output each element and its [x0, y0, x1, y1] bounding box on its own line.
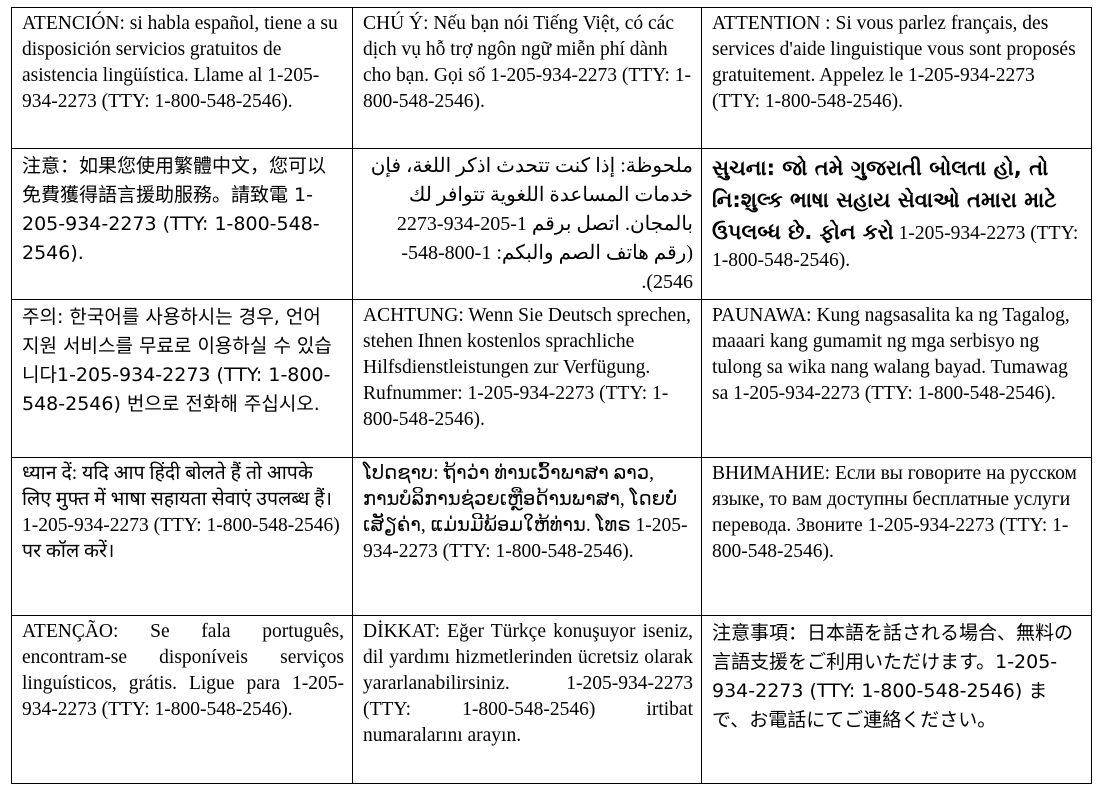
- notice-lao: ໂປດຊາບ: ຖ້າວ່າ ທ່ານເວົ້າພາສາ ລາວ, ການບໍລ…: [352, 457, 702, 616]
- notice-gujarati: સુચના: જો તમે ગુજરાતી બોલતા હો, તો નિ:શુ…: [701, 148, 1092, 300]
- notice-turkish: DİKKAT: Eğer Türkçe konuşuyor iseniz, di…: [352, 615, 702, 784]
- notice-german: ACHTUNG: Wenn Sie Deutsch sprechen, steh…: [352, 299, 702, 458]
- notice-spanish: ATENCIÓN: si habla español, tiene a su d…: [11, 7, 353, 149]
- table-row: ATENÇÃO: Se fala português, encontram-se…: [11, 615, 1092, 784]
- table-row: ATENCIÓN: si habla español, tiene a su d…: [11, 7, 1092, 149]
- table-row: 주의: 한국어를 사용하시는 경우, 언어 지원 서비스를 무료로 이용하실 수…: [11, 299, 1092, 458]
- notice-russian: ВНИМАНИЕ: Если вы говорите на русском яз…: [701, 457, 1092, 616]
- notice-vietnamese: CHÚ Ý: Nếu bạn nói Tiếng Việt, có các dị…: [352, 7, 702, 149]
- notice-chinese: 注意：如果您使用繁體中文，您可以免費獲得語言援助服務。請致電 1-205-934…: [11, 148, 353, 300]
- notice-hindi: ध्यान दें: यदि आप हिंदी बोलते हैं तो आपक…: [11, 457, 353, 616]
- table-row: ध्यान दें: यदि आप हिंदी बोलते हैं तो आपक…: [11, 457, 1092, 616]
- notice-korean: 주의: 한국어를 사용하시는 경우, 언어 지원 서비스를 무료로 이용하실 수…: [11, 299, 353, 458]
- notice-portuguese: ATENÇÃO: Se fala português, encontram-se…: [11, 615, 353, 784]
- table-row: 注意：如果您使用繁體中文，您可以免費獲得語言援助服務。請致電 1-205-934…: [11, 148, 1092, 300]
- notice-tagalog: PAUNAWA: Kung nagsasalita ka ng Tagalog,…: [701, 299, 1092, 458]
- notice-french: ATTENTION : Si vous parlez français, des…: [701, 7, 1092, 149]
- language-assistance-table: ATENCIÓN: si habla español, tiene a su d…: [11, 7, 1092, 784]
- notice-japanese: 注意事項：日本語を話される場合、無料の言語支援をご利用いただけます。1-205-…: [701, 615, 1092, 784]
- notice-gujarati-phone: 1-205-934-2273 (TTY: 1-800-548-2546).: [712, 223, 1079, 271]
- notice-arabic: ملحوظة: إذا كنت تتحدث اذكر اللغة، فإن خد…: [352, 148, 702, 300]
- notice-gujarati-text: સુચના: જો તમે ગુજરાતી બોલતા હો, તો નિ:શુ…: [712, 156, 1057, 244]
